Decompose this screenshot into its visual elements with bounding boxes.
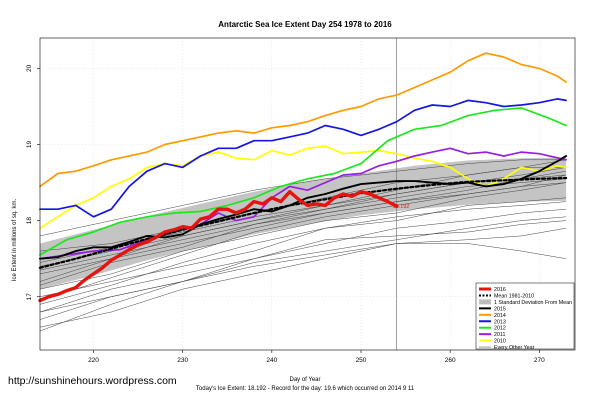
other-year-line-12 [39,216,567,320]
plot-frame [39,37,576,351]
legend-box [475,282,575,350]
x-tick-label: 240 [266,357,277,364]
legend-1-standard-deviation-from-mean-label: 1 Standard Deviation From Mean [494,300,572,306]
chart-title: Antarctic Sea Ice Extent Day 254 1978 to… [218,20,392,29]
legend-2012-label: 2012 [494,326,506,332]
legend-2010-label: 2010 [494,339,506,345]
other-year-line-16 [39,201,567,305]
y-tick-label: 19 [26,141,33,149]
legend-1-standard-deviation-from-mean-swatch [479,299,491,305]
legend-2013-label: 2013 [494,319,506,325]
legend-2016-label: 2016 [494,287,506,293]
series-line-2014 [39,52,567,188]
legend-2015-label: 2015 [494,306,506,312]
footer-text: Today's Ice Extent: 18.192 - Record for … [196,386,415,392]
y-tick-label: 20 [26,64,33,72]
other-year-line-3 [39,208,567,313]
other-year-line-4 [39,220,567,332]
x-tick-label: 250 [356,357,367,364]
x-tick-label: 270 [534,357,545,364]
other-year-line-5 [39,159,567,237]
legend-2011-label: 2011 [494,332,505,338]
watermark-url: http://sunshinehours.wordpress.com [8,375,177,387]
series-line-2013 [39,98,567,218]
axis-ticks: 220 230 240 250 260 270 17 18 19 20 [26,64,545,364]
y-tick-label: 18 [26,217,33,225]
plot-area: 18.192 [38,38,568,350]
series-line-2012 [39,107,567,256]
legend-2014-label: 2014 [494,313,506,319]
x-tick-label: 260 [445,357,456,364]
y-axis-label: Ice Extent in millions of sq. km. [12,198,18,281]
other-year-line-9 [39,182,567,290]
x-tick-label: 220 [88,357,99,364]
series-line-2016 [38,189,399,303]
legend-mean-1981-2010-label: Mean 1981-2010 [494,293,534,299]
legend-every-other-year-label: Every Other Year [494,345,535,351]
y-tick-label: 17 [26,293,33,301]
current-value-label: 18.192 [393,204,410,210]
other-year-line-17 [39,182,567,271]
series-line-mean-1981-2010 [38,176,568,269]
other-year-line-14 [39,243,567,328]
x-axis-label: Day of Year [289,377,320,383]
other-year-line-6 [39,167,567,252]
std-dev-band [40,157,567,290]
x-tick-label: 230 [177,357,188,364]
series-line-2015 [39,155,568,260]
